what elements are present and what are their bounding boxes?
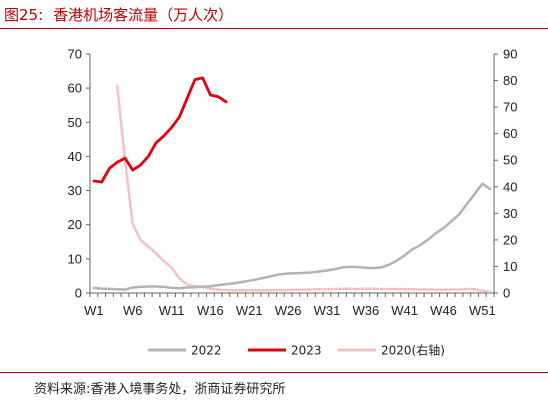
- source-note: 资料来源:香港入境事务处，浙商证券研究所: [34, 378, 285, 397]
- left-y-tick-label: 10: [68, 251, 82, 266]
- x-tick-label: W6: [123, 303, 143, 318]
- right-y-tick-label: 20: [503, 232, 517, 247]
- right-y-tick-label: 30: [503, 206, 517, 221]
- x-tick-label: W11: [159, 303, 185, 318]
- legend-label: 2020(右轴): [381, 343, 445, 358]
- right-y-tick-label: 90: [503, 47, 517, 62]
- right-y-tick-label: 80: [503, 73, 517, 88]
- chart-axes: 0 10 20 30 40 50 60 70 0 10 20 30 40 50 60 70 80 90 W1 W6 W1…: [68, 47, 518, 319]
- source-rule: [0, 372, 548, 373]
- x-tick-label: W16: [197, 303, 224, 318]
- source-label: 资料来源:: [34, 382, 91, 397]
- chart-title: 图25: 香港机场客流量（万人次）: [4, 4, 233, 25]
- chart-legend: 2022 2023 2020(右轴): [148, 343, 445, 358]
- title-rule: [0, 28, 548, 29]
- series-line-2020: [115, 84, 492, 293]
- left-y-tick-label: 30: [68, 183, 82, 198]
- x-tick-label: W26: [275, 303, 302, 318]
- left-y-tick-label: 20: [68, 217, 82, 232]
- right-y-tick-label: 50: [503, 153, 517, 168]
- source-text: 香港入境事务处，浙商证券研究所: [90, 382, 286, 397]
- x-tick-label: W41: [391, 303, 418, 318]
- right-y-tick-label: 0: [503, 286, 510, 301]
- right-y-tick-label: 40: [503, 179, 517, 194]
- left-y-tick-label: 50: [68, 115, 82, 130]
- right-y-tick-label: 60: [503, 126, 517, 141]
- chart-series: [92, 76, 492, 293]
- left-y-tick-label: 0: [75, 286, 82, 301]
- figure-number: 图25:: [4, 6, 44, 24]
- x-tick-label: W36: [352, 303, 379, 318]
- figure-title: 香港机场客流量（万人次）: [53, 6, 234, 24]
- left-y-tick-label: 40: [68, 149, 82, 164]
- x-tick-label: W51: [469, 303, 496, 318]
- line-chart: 0 10 20 30 40 50 60 70 0 10 20 30 40 50 60 70 80 90 W1 W6 W1…: [68, 47, 518, 358]
- x-tick-label: W46: [430, 303, 457, 318]
- legend-label: 2022: [191, 344, 222, 358]
- right-y-tick-label: 70: [503, 100, 517, 115]
- left-y-tick-label: 60: [68, 81, 82, 96]
- x-tick-label: W21: [236, 303, 263, 318]
- x-tick-label: W31: [314, 303, 341, 318]
- x-tick-label: W1: [84, 303, 104, 318]
- right-y-tick-label: 10: [503, 259, 517, 274]
- legend-label: 2023: [291, 344, 322, 358]
- series-line-2022: [92, 182, 492, 291]
- left-y-tick-label: 70: [68, 47, 82, 62]
- series-line-2023: [92, 76, 228, 184]
